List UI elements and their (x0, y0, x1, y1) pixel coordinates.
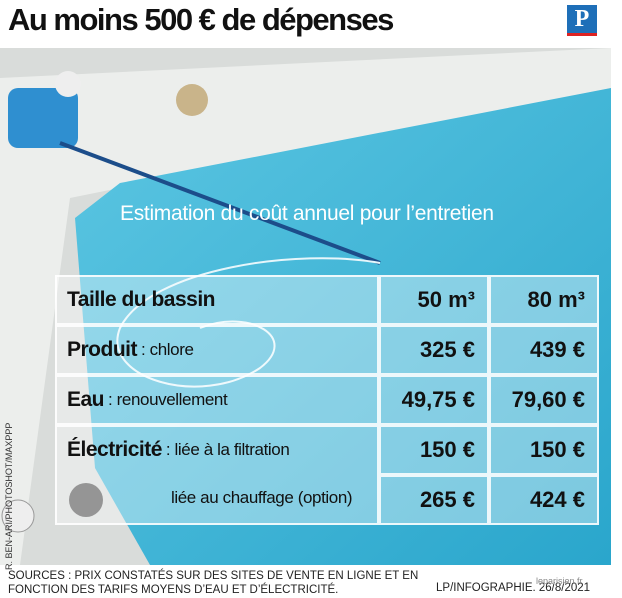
title: Au moins 500 € de dépenses (8, 2, 394, 37)
subtitle: Estimation du coût annuel pour l’entreti… (120, 202, 494, 225)
header-label: Taille du bassin (67, 288, 215, 311)
value-cell: 79,60 € (489, 375, 599, 425)
value: 325 € (419, 337, 475, 362)
row-label: Électricité (67, 438, 162, 461)
watermark: leparisien.fr (536, 576, 583, 586)
value: 49,75 € (401, 387, 475, 412)
value: 265 € (419, 487, 475, 512)
value-cell: 150 € (379, 425, 489, 475)
value: 150 € (529, 437, 585, 462)
pool-photo (0, 48, 611, 565)
row-line: Électricité: liée à la filtration (67, 427, 290, 473)
photo-credit: R. BEN-ARI/PHOTOSHOT/MAXPPP (4, 422, 14, 570)
row-label-cell: Produit: chlore (55, 325, 379, 375)
value-cell: 439 € (489, 325, 599, 375)
header-cell: 50 m³ (379, 275, 489, 325)
row-line: liée au chauffage (option) (67, 473, 353, 523)
value: 150 € (419, 437, 475, 462)
row-label-cell: Électricité: liée à la filtration liée au… (55, 425, 379, 525)
header-cell: Taille du bassin (55, 275, 379, 325)
value-cell: 150 € (489, 425, 599, 475)
logo: P (567, 5, 597, 36)
value-cell: 265 € (379, 475, 489, 525)
row-line: Eau: renouvellement (67, 377, 228, 423)
value: 424 € (529, 487, 585, 512)
column-header: 50 m³ (417, 287, 475, 312)
row-note: : renouvellement (108, 390, 228, 409)
row-note: : chlore (141, 340, 194, 359)
credit: LP/INFOGRAPHIE. 26/8/2021 (436, 582, 591, 594)
row-label: Eau (67, 388, 105, 411)
row-label-cell: Eau: renouvellement (55, 375, 379, 425)
value-cell: 325 € (379, 325, 489, 375)
row-note: liée au chauffage (option) (171, 488, 353, 507)
header-cell: 80 m³ (489, 275, 599, 325)
value: 79,60 € (511, 387, 585, 412)
row-note: : liée à la filtration (165, 440, 290, 459)
sources: SOURCES : PRIX CONSTATÉS SUR DES SITES D… (8, 570, 419, 596)
column-header: 80 m³ (527, 287, 585, 312)
value-cell: 49,75 € (379, 375, 489, 425)
value: 439 € (529, 337, 585, 362)
row-label: Produit (67, 338, 138, 361)
row-line: Produit: chlore (67, 327, 194, 373)
value-cell: 424 € (489, 475, 599, 525)
